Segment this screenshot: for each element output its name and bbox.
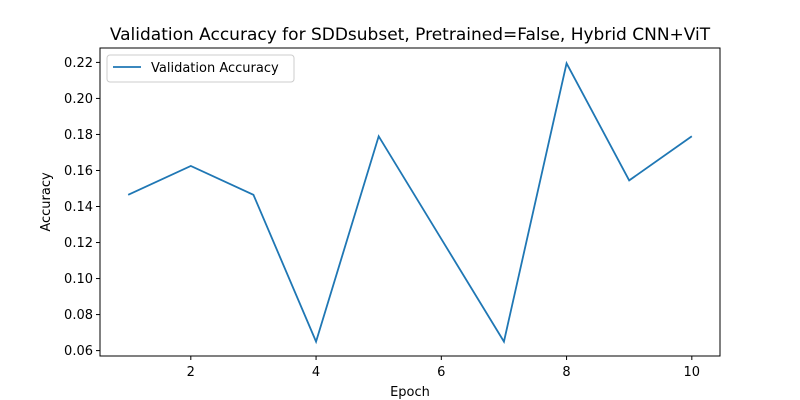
- series-line-validation-accuracy: [127, 60, 693, 345]
- legend: Validation Accuracy: [106, 54, 295, 83]
- x-axis: 2 4 6 8 10: [187, 356, 700, 380]
- legend-box: [106, 54, 295, 83]
- y-tick-label: 0.06: [64, 344, 93, 359]
- y-tick-label: 0.20: [64, 92, 93, 107]
- x-tick-label: 10: [684, 365, 701, 380]
- plot-area: [99, 47, 721, 357]
- y-tick-label: 0.10: [64, 272, 93, 287]
- x-tick-label: 4: [312, 365, 320, 380]
- chart-title: Validation Accuracy for SDDsubset, Pretr…: [110, 25, 711, 45]
- y-tick-label: 0.22: [64, 56, 93, 71]
- legend-entry: Validation Accuracy: [151, 61, 279, 76]
- y-axis: 0.06 0.08 0.10 0.12 0.14 0.16 0.18 0.20 0.22: [64, 56, 100, 359]
- x-axis-label: Epoch: [390, 385, 430, 400]
- x-tick-label: 8: [562, 365, 570, 380]
- y-tick-label: 0.16: [64, 164, 93, 179]
- y-tick-label: 0.12: [64, 236, 93, 251]
- y-tick-label: 0.14: [64, 200, 93, 215]
- y-tick-label: 0.08: [64, 308, 93, 323]
- series-layer: [127, 60, 693, 345]
- x-tick-label: 2: [187, 365, 195, 380]
- y-tick-label: 0.18: [64, 128, 93, 143]
- x-tick-label: 6: [437, 365, 445, 380]
- y-axis-label: Accuracy: [39, 172, 54, 232]
